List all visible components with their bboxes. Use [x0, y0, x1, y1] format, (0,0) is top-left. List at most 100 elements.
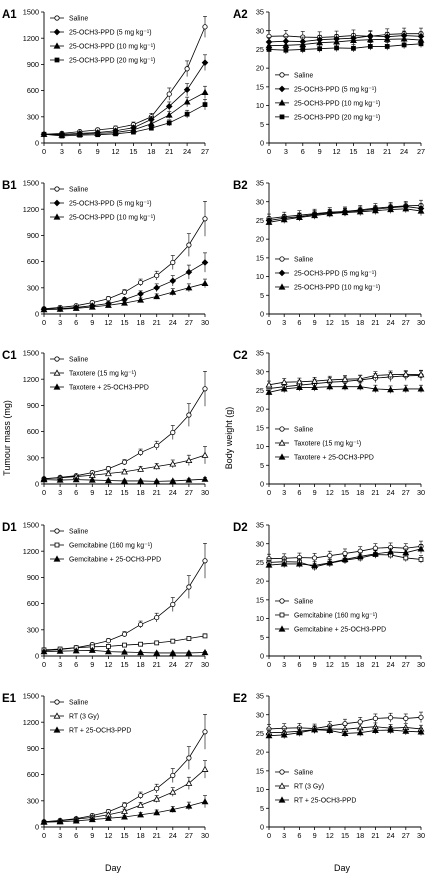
x-tick-label-a1: 21 [165, 147, 173, 156]
panel-a2: 0 5 10 15 20 25 30 35 0 3 6 9 12 15 18 21 24 27 A2 Saline 25… [233, 8, 425, 156]
data-point-c1-0 [170, 429, 176, 436]
data-point-b1-0 [170, 259, 176, 266]
data-point-e1-1 [169, 788, 177, 795]
x-axis-title-right: Day [334, 863, 351, 873]
data-point-e1-0 [154, 785, 160, 792]
data-point-a1-3 [202, 102, 208, 107]
x-tick-label-c2: 3 [282, 488, 286, 497]
data-point-d1-2 [137, 648, 145, 656]
y-tick-label-a2: 20 [256, 64, 264, 73]
legend-label-a1-2: 25-OCH3-PPD (10 mg kg⁻¹) [69, 44, 155, 51]
y-tick-label-d2: 5 [260, 633, 264, 642]
data-point-c1-0 [138, 449, 144, 456]
series-d2-2 [265, 544, 425, 570]
x-tick-label-c2: 0 [267, 488, 271, 497]
y-tick-label-b2: 5 [260, 291, 264, 300]
data-point-a1-3 [148, 125, 154, 131]
data-point-e2-2 [387, 726, 395, 733]
y-tick-label-c1: 1200 [23, 375, 39, 384]
x-tick-label-e2: 21 [371, 831, 379, 840]
x-tick-label-a1: 9 [96, 147, 100, 156]
x-tick-label-c1: 21 [153, 488, 161, 497]
data-point-e2-0 [418, 714, 424, 720]
y-tick-label-e2: 35 [256, 692, 264, 701]
data-point-a2-3 [351, 45, 356, 51]
legend-label-c1-1: Taxotere (15 mg kg⁻¹) [69, 371, 136, 378]
x-tick-label-b2: 21 [371, 318, 379, 327]
legend-a2: Saline 25-OCH3-PPD (5 mg kg⁻¹) 25-OCH3-PPD… [275, 72, 380, 121]
legend-label-e1-0: Saline [69, 700, 88, 707]
series-c2-2 [265, 382, 425, 397]
data-point-d1-2 [153, 649, 161, 656]
y-tick-label-d1: 900 [27, 573, 39, 582]
data-point-d1-0 [186, 584, 192, 590]
x-tick-label-b2: 6 [297, 318, 301, 327]
panel-label-a1: A1 [2, 9, 17, 21]
y-axis-title-right: Body weight (g) [224, 407, 234, 470]
data-point-b1-1 [169, 277, 177, 285]
panel-label-b1: B1 [2, 180, 17, 192]
x-tick-label-d1: 3 [58, 660, 62, 669]
y-tick-label-d2: 10 [256, 614, 264, 623]
y-tick-label-d2: 25 [256, 558, 264, 567]
data-point-c1-2 [40, 476, 48, 483]
y-tick-label-e1: 300 [27, 796, 39, 805]
y-tick-label-a1: 1200 [23, 34, 39, 43]
legend-label-a2-0: Saline [294, 72, 313, 79]
data-point-e1-2 [169, 805, 177, 813]
data-point-e1-1 [137, 801, 145, 808]
y-tick-label-c2: 10 [256, 442, 264, 451]
data-point-d2-0 [372, 545, 378, 551]
x-tick-label-d1: 18 [137, 660, 145, 669]
y-tick-label-e2: 25 [256, 729, 264, 738]
data-point-c2-2 [387, 386, 395, 393]
data-point-c1-2 [121, 477, 128, 484]
data-point-b2-2 [402, 205, 410, 212]
legend-label-d1-1: Gemcitabine (160 mg kg⁻¹) [69, 543, 152, 550]
data-point-e2-2 [356, 729, 364, 736]
y-tick-label-b1: 1500 [23, 179, 39, 188]
x-tick-label-e1: 18 [137, 831, 145, 840]
legend-marker-c1-0 [54, 356, 60, 362]
y-tick-label-b1: 300 [27, 283, 39, 292]
legend-marker-c2-0 [279, 426, 285, 432]
data-point-e1-2 [72, 817, 80, 824]
legend-c1: Saline Taxotere (15 mg kg⁻¹) Taxotere + 25… [50, 356, 149, 392]
data-point-c1-2 [137, 477, 145, 484]
data-point-a2-3 [300, 47, 306, 52]
y-tick-label-b2: 25 [256, 216, 264, 225]
x-tick-label-d2: 24 [387, 660, 395, 669]
data-point-e2-2 [265, 732, 273, 739]
data-point-d2-2 [356, 552, 364, 560]
data-point-d1-1 [154, 640, 160, 646]
data-point-a2-2 [366, 36, 374, 43]
y-tick-label-e1: 900 [27, 744, 39, 753]
legend-marker-c2-2 [278, 453, 286, 460]
x-tick-label-c1: 30 [201, 488, 209, 497]
series-d2-0 [266, 540, 424, 564]
data-point-d1-0 [170, 601, 176, 608]
data-point-c1-0 [202, 386, 208, 392]
legend-label-c2-0: Saline [294, 426, 313, 433]
y-tick-label-c2: 25 [256, 386, 264, 395]
x-tick-label-e1: 3 [58, 831, 62, 840]
data-point-b1-2 [185, 284, 193, 291]
data-point-c2-1 [356, 375, 364, 382]
data-point-d2-1 [403, 555, 409, 561]
legend-marker-b1-0 [54, 186, 60, 192]
data-point-b1-2 [169, 288, 177, 295]
data-point-b1-2 [56, 305, 64, 312]
series-b2-2 [265, 204, 425, 227]
data-point-d2-0 [327, 553, 333, 559]
x-tick-label-c2: 24 [387, 488, 395, 497]
x-tick-label-c2: 9 [313, 488, 317, 497]
x-tick-label-b2: 3 [282, 318, 286, 327]
x-tick-label-c1: 6 [74, 488, 78, 497]
panel-b1: 0 300 600 900 1200 1500 0 3 6 9 12 15 18 21 24 27 30 B1 Sa… [2, 179, 209, 327]
legend-marker-b2-2 [278, 283, 286, 290]
legend-label-a1-1: 25-OCH3-PPD (5 mg kg⁻¹) [69, 30, 152, 37]
x-tick-label-e2: 3 [282, 831, 286, 840]
data-point-b2-2 [371, 207, 379, 214]
data-point-c2-1 [387, 371, 395, 378]
data-point-c2-2 [280, 385, 288, 392]
